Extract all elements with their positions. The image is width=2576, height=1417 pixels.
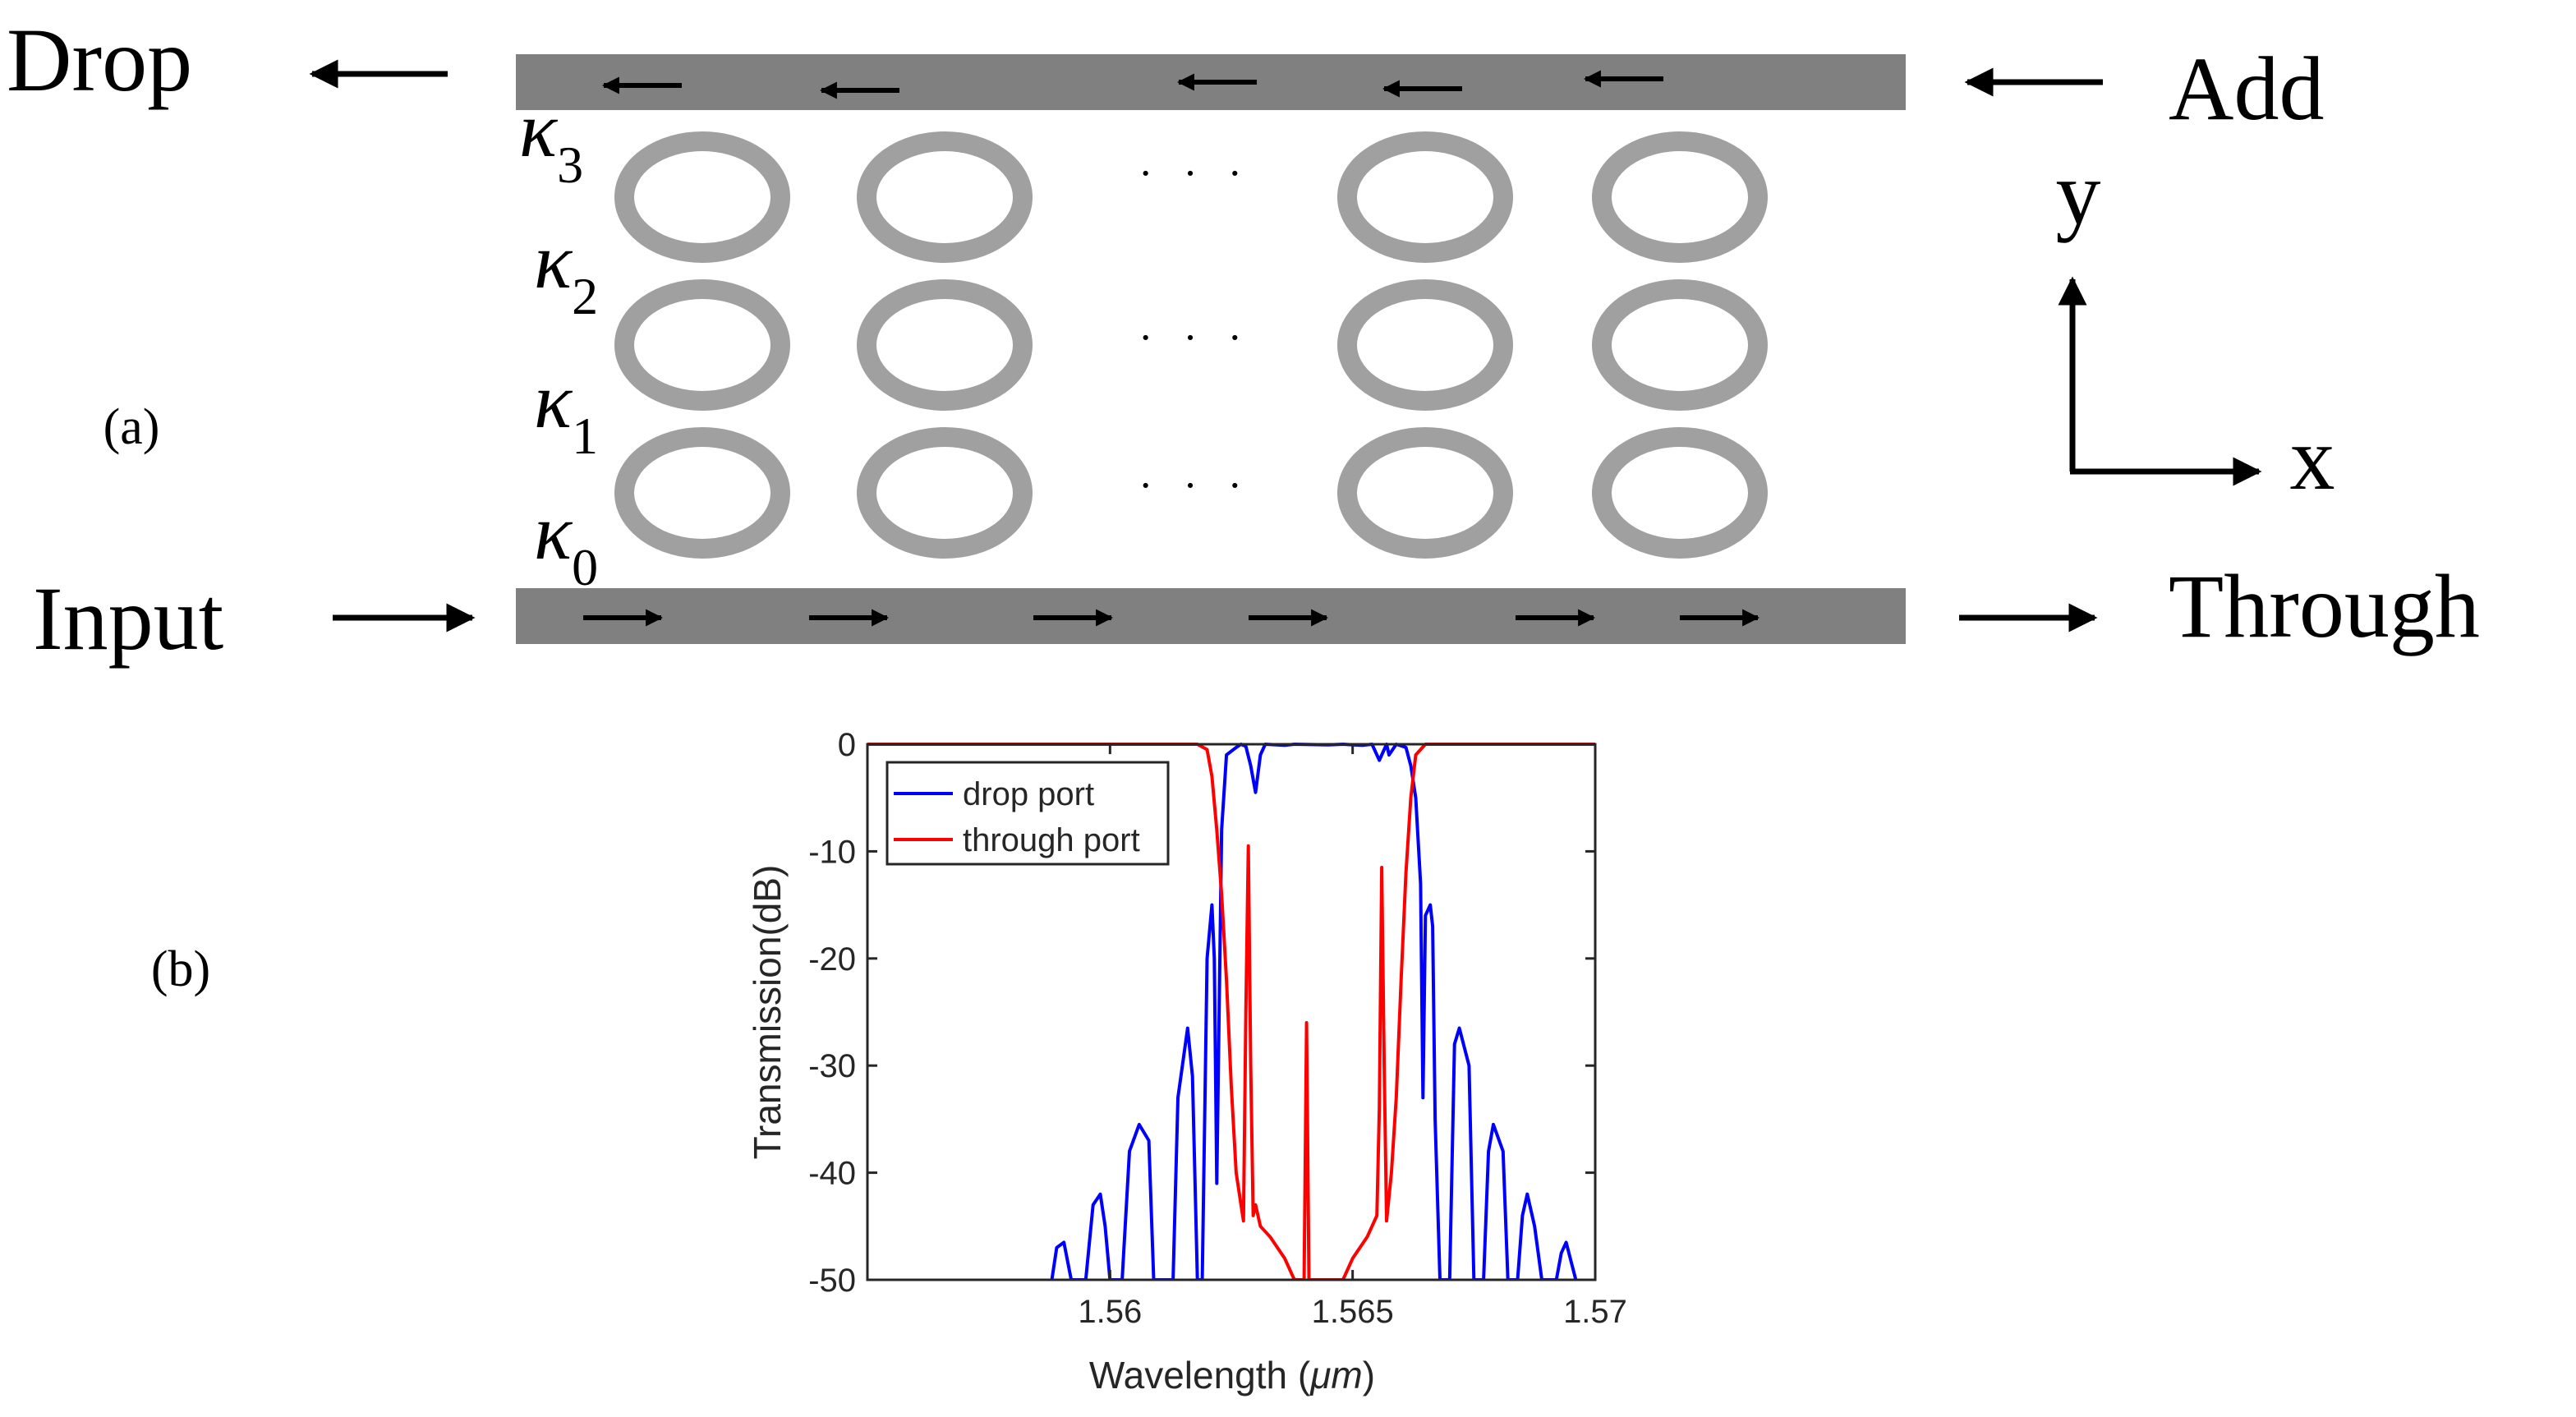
ring-ellipsis: · · · — [1138, 315, 1252, 361]
kappa-0: κ0 — [534, 488, 598, 596]
top-waveguide-arrows — [601, 70, 1663, 99]
ring-resonator — [614, 131, 790, 263]
ring-resonator — [857, 279, 1033, 411]
ring-resonator — [614, 427, 790, 559]
legend: drop port through port — [886, 761, 1170, 866]
ring-resonator — [857, 427, 1033, 559]
y-tick-label: -30 — [808, 1048, 856, 1084]
add-port-label: Add — [2169, 39, 2324, 139]
ring-resonator — [1592, 131, 1768, 263]
x-axis-label: x — [2290, 408, 2335, 508]
panel-b: (b) 1.56 1.565 1.57 0 -10 -20 -30 -40 -50 drop p… — [151, 727, 1627, 1396]
through-port-label: Through — [2169, 556, 2480, 656]
transmission-chart: 1.56 1.565 1.57 0 -10 -20 -30 -40 -50 drop port … — [746, 727, 1627, 1396]
port-arrows — [309, 59, 2103, 633]
ring-resonator — [614, 279, 790, 411]
panel-a-label: (a) — [104, 399, 160, 455]
kappa-1: κ1 — [534, 357, 598, 465]
legend-label-drop: drop port — [963, 776, 1094, 812]
panel-a: (a) — [7, 10, 2480, 669]
ring-resonator — [857, 131, 1033, 263]
plot-frame — [866, 743, 1597, 1281]
x-axis-title: Wavelength (μm) — [1089, 1354, 1375, 1396]
panel-b-label: (b) — [151, 941, 210, 997]
ring-resonator — [1337, 427, 1513, 559]
y-axis-label: y — [2056, 143, 2101, 243]
kappa-2: κ2 — [534, 217, 598, 325]
ring-ellipsis: · · · — [1138, 462, 1252, 509]
bottom-waveguide — [516, 588, 1906, 644]
input-port-label: Input — [33, 568, 223, 669]
x-tick-label: 1.565 — [1312, 1294, 1394, 1330]
coupling-labels: κ3 κ2 κ1 κ0 — [519, 85, 598, 596]
y-tick-label: -50 — [808, 1263, 856, 1299]
series-line-through-port — [867, 743, 1595, 1280]
y-tick-label: -10 — [808, 834, 856, 870]
legend-box — [886, 761, 1170, 866]
y-axis-title: Transmission(dB) — [746, 865, 789, 1160]
ring-resonator — [1337, 131, 1513, 263]
y-tick-label: -40 — [808, 1156, 856, 1192]
ring-resonator — [1337, 279, 1513, 411]
ring-ellipsis: · · · — [1138, 150, 1252, 197]
kappa-3: κ3 — [519, 85, 583, 194]
coordinate-axes — [2058, 276, 2262, 486]
drop-port-label: Drop — [7, 10, 192, 110]
ring-resonator — [1592, 279, 1768, 411]
x-tick-label: 1.57 — [1563, 1294, 1627, 1330]
legend-label-through: through port — [963, 822, 1140, 858]
axis-ticks: 1.56 1.565 1.57 0 -10 -20 -30 -40 -50 — [808, 727, 1627, 1330]
ring-resonator — [1592, 427, 1768, 559]
ring-array — [614, 131, 1768, 559]
y-tick-label: -20 — [808, 941, 856, 978]
y-tick-label: 0 — [838, 727, 856, 763]
x-tick-label: 1.56 — [1078, 1294, 1142, 1330]
